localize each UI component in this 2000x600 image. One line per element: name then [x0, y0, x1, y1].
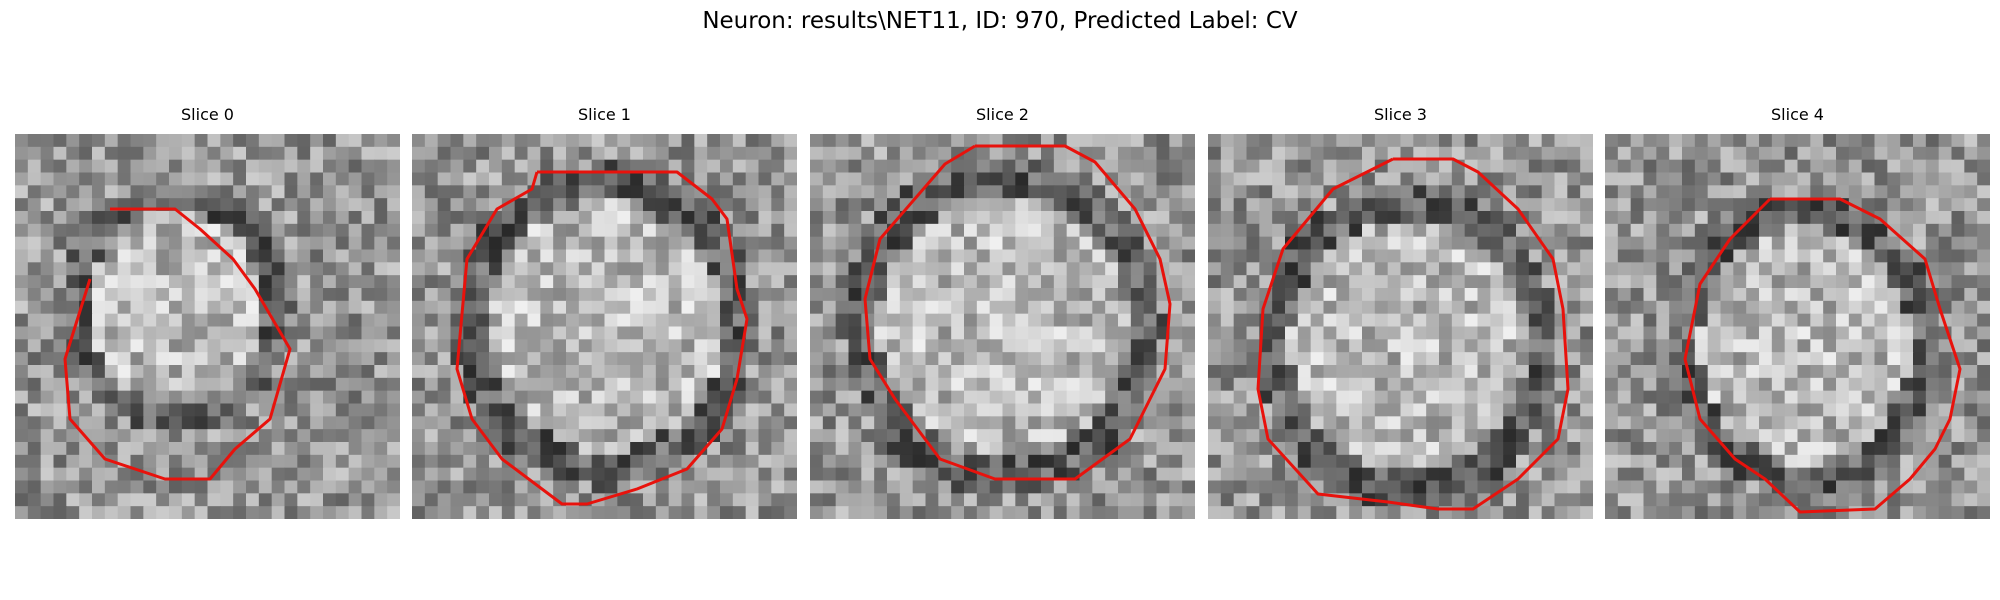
slice-image-4 [1605, 134, 1990, 519]
slice-image-2 [810, 134, 1195, 519]
figure-title: Neuron: results\NET11, ID: 970, Predicte… [702, 8, 1298, 34]
contour-2 [863, 144, 1172, 481]
contour-3 [1256, 157, 1570, 511]
slice-image-3 [1208, 134, 1593, 519]
slice-title-0: Slice 0 [181, 105, 234, 124]
contour-4 [1683, 197, 1962, 514]
contour-0 [63, 207, 292, 481]
slice-title-1: Slice 1 [578, 105, 631, 124]
slice-title-2: Slice 2 [976, 105, 1029, 124]
contour-1 [455, 170, 749, 506]
slice-image-0 [15, 134, 400, 519]
slice-title-3: Slice 3 [1374, 105, 1427, 124]
slice-image-1 [412, 134, 797, 519]
slice-title-4: Slice 4 [1771, 105, 1824, 124]
